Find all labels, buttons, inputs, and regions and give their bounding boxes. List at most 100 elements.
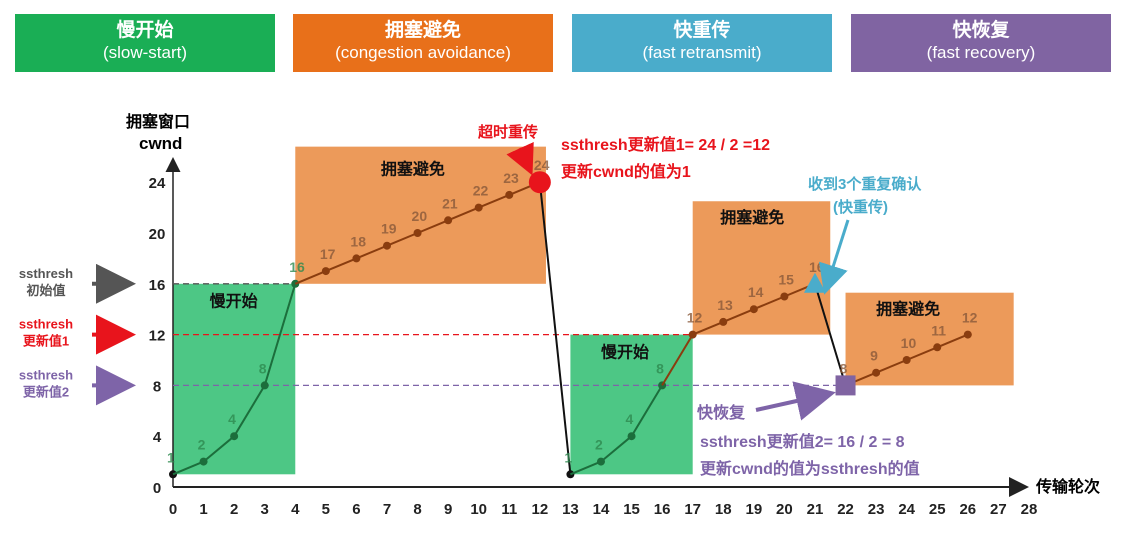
header-subtitle: (slow-start) [102, 43, 188, 62]
x-tick-label: 28 [1021, 501, 1038, 518]
threshold-label: 更新值1 [23, 334, 69, 349]
x-tick-label: 24 [898, 501, 915, 518]
series-segment [906, 346, 938, 361]
series-segment [325, 257, 357, 273]
x-tick-label: 22 [837, 501, 854, 518]
point-label: 23 [503, 170, 519, 186]
x-tick-label: 16 [654, 501, 671, 518]
series-segment [202, 435, 235, 463]
header-title: 慢开始 [116, 20, 174, 41]
x-tick-label: 15 [623, 501, 640, 518]
x-tick-label: 0 [169, 501, 177, 518]
point-label: 10 [901, 335, 917, 351]
dupack-arrow [818, 219, 850, 295]
region-label: 拥塞避免 [876, 299, 940, 318]
point-label: 13 [717, 297, 733, 313]
y-tick-label: 24 [149, 175, 166, 192]
header-title: 拥塞避免 [384, 20, 461, 41]
dupack-line2: (快重传) [833, 198, 888, 216]
region-label: 慢开始 [601, 342, 649, 361]
series-segment [692, 320, 724, 336]
y-tick-label: 12 [149, 328, 166, 345]
x-tick-label: 21 [807, 501, 824, 518]
x-tick-label: 18 [715, 501, 732, 518]
point-label: 4 [626, 411, 634, 427]
x-tick-label: 27 [990, 501, 1007, 518]
y-tick-label: 0 [153, 480, 161, 497]
y-tick-label: 16 [149, 277, 166, 294]
threshold-label: ssthresh [19, 266, 73, 281]
header-subtitle: (fast recovery) [926, 43, 1036, 62]
point-label: 20 [412, 208, 428, 224]
point-label: 15 [778, 272, 794, 288]
point-label: 11 [931, 322, 946, 338]
x-tick-label: 2 [230, 501, 238, 518]
region-congestion-avoidance [692, 201, 831, 335]
x-tick-label: 10 [470, 501, 487, 518]
point-label: 16 [289, 259, 305, 275]
x-tick-label: 17 [684, 501, 701, 518]
series-segment [233, 384, 266, 437]
header-slow-start: 慢开始 (slow-start) [15, 14, 275, 72]
point-label: 9 [870, 348, 878, 364]
point-label: 14 [748, 284, 764, 300]
point-label: 8 [656, 360, 664, 376]
series-segment [447, 206, 480, 222]
series-segment [875, 359, 908, 374]
timeout-label: 超时重传 [477, 123, 538, 141]
point-label: 1 [167, 449, 175, 465]
region-slow-start [570, 334, 693, 475]
fast-recovery-arrow [755, 381, 836, 421]
update2-line2: 更新cwnd的值为ssthresh的值 [700, 459, 920, 478]
drop-segment [814, 283, 847, 386]
series-segment [630, 384, 663, 437]
fast-recovery-label: 快恢复 [697, 403, 746, 422]
x-tick-label: 6 [352, 501, 360, 518]
series-segment [294, 270, 327, 285]
x-tick-label: 23 [868, 501, 885, 518]
point-label: 4 [228, 411, 236, 427]
region-label: 拥塞避免 [381, 160, 445, 179]
data-point [963, 330, 972, 339]
point-label: 1 [564, 449, 572, 465]
header-title: 快恢复 [952, 20, 1010, 41]
series-segment [600, 435, 633, 463]
series-segment [356, 244, 388, 260]
series-segment [753, 295, 785, 311]
update1-line1: ssthresh更新值1= 24 / 2 =12 [561, 135, 770, 154]
point-label: 24 [534, 157, 550, 173]
series-segment [570, 460, 602, 476]
threshold-label: 更新值2 [23, 384, 69, 399]
timeout-arrow [506, 141, 534, 176]
y-tick-label: 20 [149, 226, 166, 243]
point-label: 19 [381, 221, 397, 237]
x-tick-label: 11 [501, 501, 517, 518]
point-label: 22 [473, 183, 489, 199]
y-tick-label: 8 [153, 378, 161, 395]
threshold-label: 初始值 [26, 283, 65, 298]
x-tick-label: 8 [413, 501, 421, 518]
series-segment [386, 232, 418, 247]
series-segment [263, 283, 297, 386]
x-tick-label: 4 [291, 501, 300, 518]
series-segment [417, 219, 449, 234]
point-label: 17 [320, 246, 336, 262]
x-tick-label: 5 [322, 501, 330, 518]
y-axis-label: cwnd [139, 134, 182, 153]
header-fast-recovery: 快恢复 (fast recovery) [851, 14, 1111, 72]
update2-line1: ssthresh更新值2= 16 / 2 = 8 [700, 432, 905, 451]
point-label: 2 [595, 437, 603, 453]
region-slow-start [173, 283, 296, 475]
y-axis-label-cn: 拥塞窗口 [126, 112, 190, 131]
point-label: 8 [259, 360, 267, 376]
region-congestion-avoidance [295, 146, 546, 284]
region-label: 慢开始 [210, 292, 258, 311]
fast-recovery-marker [835, 375, 856, 396]
timeout-marker [528, 171, 551, 194]
series-segment [172, 460, 204, 476]
update1-line2: 更新cwnd的值为1 [561, 162, 691, 181]
x-tick-label: 26 [959, 501, 976, 518]
x-tick-label: 12 [531, 501, 548, 518]
header-congestion-avoidance: 拥塞避免 (congestion avoidance) [293, 14, 553, 72]
